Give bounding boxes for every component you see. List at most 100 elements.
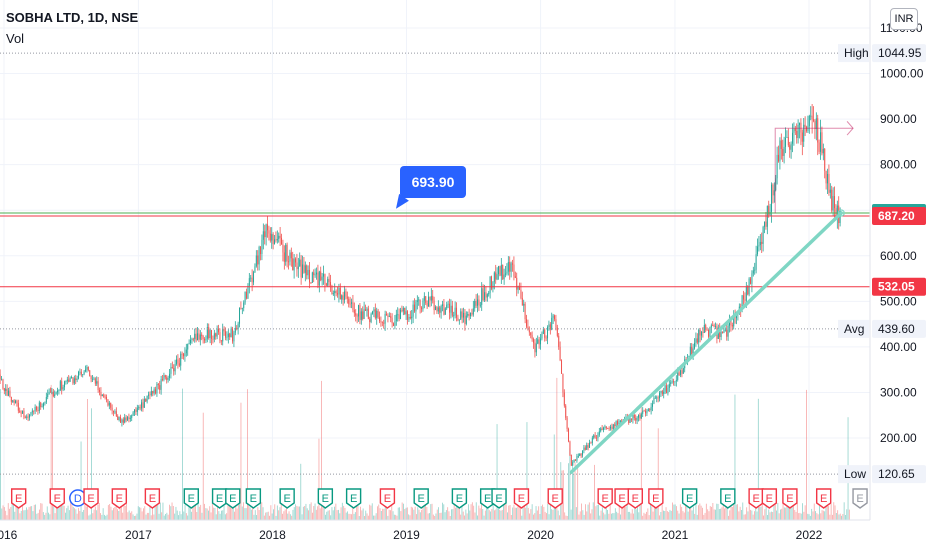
candle-body xyxy=(402,307,404,312)
candles xyxy=(0,104,841,466)
symbol-title[interactable]: SOBHA LTD, 1D, NSE xyxy=(6,10,139,25)
candle-body xyxy=(118,416,120,421)
event-marker[interactable]: E xyxy=(681,488,698,509)
candle-body xyxy=(533,339,535,343)
volume-bar xyxy=(824,511,826,520)
event-marker[interactable]: E xyxy=(345,488,362,509)
volume-bar xyxy=(777,503,779,520)
event-marker[interactable]: E xyxy=(627,488,643,509)
event-marker[interactable]: E xyxy=(183,488,199,509)
earnings-marker-shape xyxy=(547,488,563,509)
candle-body xyxy=(680,370,682,376)
event-marker[interactable]: E xyxy=(245,488,262,509)
event-marker[interactable]: E xyxy=(317,488,334,509)
event-marker-label: E xyxy=(786,493,793,505)
volume-bar xyxy=(422,504,424,520)
event-marker[interactable]: E xyxy=(782,488,798,509)
volume-bar xyxy=(120,502,122,520)
event-marker[interactable]: E xyxy=(379,488,396,509)
volume-bar xyxy=(269,515,270,520)
volume-bar xyxy=(399,507,400,520)
event-marker[interactable]: E xyxy=(852,488,868,509)
event-marker[interactable]: E xyxy=(597,488,613,509)
candle-body xyxy=(246,291,248,299)
volume-bar xyxy=(538,506,540,520)
candle-body xyxy=(528,330,530,333)
event-marker[interactable]: E xyxy=(720,488,736,509)
volume-bar xyxy=(700,505,702,520)
event-marker[interactable]: E xyxy=(413,488,429,509)
event-marker[interactable]: E xyxy=(111,488,128,509)
currency-button[interactable]: INR xyxy=(890,8,918,30)
volume-bar xyxy=(577,465,579,520)
candle-body xyxy=(331,285,333,295)
volume-bar xyxy=(795,511,797,520)
volume-bar xyxy=(315,509,317,520)
candle-body xyxy=(191,338,193,341)
event-marker[interactable]: E xyxy=(144,488,161,509)
event-marker[interactable]: E xyxy=(513,488,530,509)
event-marker[interactable]: E xyxy=(614,488,630,509)
candle-body xyxy=(419,299,421,308)
candle-body xyxy=(309,269,311,283)
candle-body xyxy=(789,145,791,150)
candle-body xyxy=(233,332,235,342)
volume-bar xyxy=(639,504,641,520)
volume-bar xyxy=(384,504,386,520)
event-marker[interactable]: E xyxy=(547,488,563,509)
volume-bar xyxy=(786,504,788,520)
candle-body xyxy=(618,422,620,425)
event-marker[interactable]: E xyxy=(279,488,295,509)
volume-bar xyxy=(838,514,840,520)
event-marker[interactable]: E xyxy=(648,488,664,509)
volume-bar xyxy=(310,502,312,520)
volume-indicator-label[interactable]: Vol xyxy=(6,31,25,46)
volume-bar xyxy=(785,507,787,520)
volume-bar xyxy=(200,504,202,520)
volume-bar xyxy=(759,507,761,520)
volume-bar xyxy=(482,509,484,520)
volume-bar xyxy=(201,512,203,520)
event-marker[interactable]: E xyxy=(815,488,832,509)
volume-bar xyxy=(222,510,224,520)
volume-bar xyxy=(704,512,706,520)
earnings-marker-shape xyxy=(183,488,199,509)
volume-bar xyxy=(221,510,222,520)
volume-bar xyxy=(518,505,520,520)
price-callout[interactable]: 693.90 xyxy=(400,166,466,198)
candle-body xyxy=(605,426,607,429)
candle-body xyxy=(751,273,753,284)
volume-bar xyxy=(800,513,802,520)
event-marker[interactable]: E xyxy=(10,488,27,509)
candle-body xyxy=(558,335,560,347)
event-marker[interactable]: E xyxy=(451,488,468,509)
event-marker[interactable]: E xyxy=(491,488,507,509)
volume-bar xyxy=(665,507,667,520)
candle-body xyxy=(726,329,728,337)
candle-body xyxy=(377,310,379,318)
earnings-marker-shape xyxy=(144,488,161,509)
candle-body xyxy=(554,315,556,320)
event-marker[interactable]: E xyxy=(211,488,228,509)
volume-bar xyxy=(280,502,282,520)
event-marker[interactable]: E xyxy=(49,488,65,509)
volume-bar xyxy=(830,503,832,520)
candle-body xyxy=(632,414,634,420)
event-marker[interactable]: E xyxy=(761,488,778,509)
grid xyxy=(0,0,870,520)
candle-body xyxy=(181,353,183,355)
candle-body xyxy=(304,265,306,273)
volume-bar xyxy=(427,513,429,520)
candle-body xyxy=(113,410,115,413)
candle-body xyxy=(205,338,207,341)
event-marker-label: E xyxy=(87,493,94,505)
event-marker[interactable]: E xyxy=(225,488,241,509)
event-marker[interactable]: E xyxy=(748,488,764,509)
volume-bar xyxy=(494,510,495,520)
event-marker[interactable]: E xyxy=(83,488,99,509)
candle-body xyxy=(444,308,446,315)
volume-bar xyxy=(375,513,377,520)
candle-body xyxy=(803,124,805,142)
volume-bar xyxy=(154,504,156,520)
